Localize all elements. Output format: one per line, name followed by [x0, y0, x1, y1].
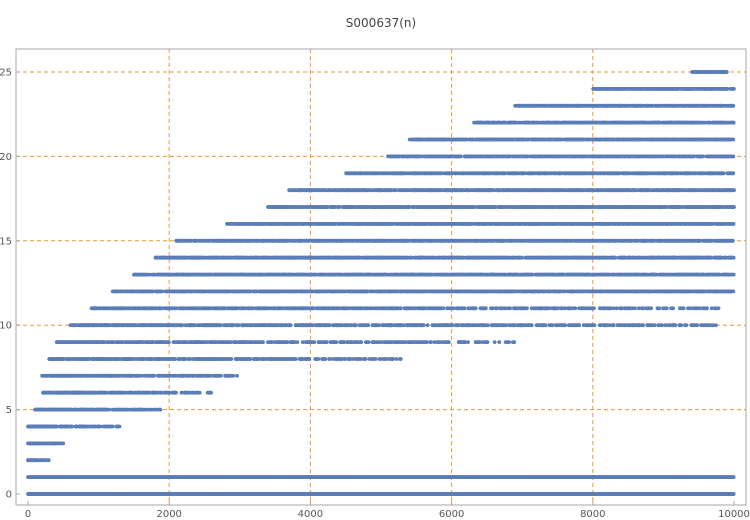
data-point	[429, 340, 433, 344]
data-point	[197, 390, 202, 395]
data-point	[492, 340, 497, 344]
data-point	[497, 340, 502, 344]
data-point	[466, 340, 470, 344]
data-point	[293, 357, 298, 361]
data-point	[323, 357, 328, 361]
data-point	[359, 340, 364, 344]
data-point	[312, 340, 317, 344]
chart-title: S000637(n)	[346, 16, 416, 30]
data-point	[425, 340, 429, 344]
data-point	[398, 357, 403, 361]
data-point	[248, 357, 253, 361]
data-point	[731, 492, 736, 496]
data-point	[229, 357, 234, 361]
data-point	[261, 340, 265, 344]
data-point	[46, 458, 51, 463]
data-point	[173, 357, 177, 361]
data-point	[447, 340, 451, 344]
data-point	[70, 424, 74, 429]
data-point	[167, 340, 171, 344]
data-point	[391, 357, 395, 361]
data-point	[219, 373, 223, 378]
data-point	[110, 424, 115, 429]
data-point	[363, 357, 368, 361]
data-point	[117, 424, 122, 429]
grid-lines	[16, 49, 746, 505]
data-point	[152, 373, 156, 378]
data-point	[512, 340, 517, 344]
data-point	[174, 390, 178, 395]
data-point	[158, 407, 163, 412]
data-point	[107, 407, 112, 412]
data-point	[209, 390, 214, 395]
data-point	[334, 340, 339, 344]
data-point	[394, 357, 399, 361]
data-point	[373, 357, 378, 361]
data-point	[731, 475, 736, 479]
data-point	[485, 340, 490, 344]
data-points	[26, 70, 736, 496]
data-point	[235, 373, 239, 378]
data-point	[325, 340, 329, 344]
data-point	[295, 340, 300, 344]
data-point	[61, 441, 66, 446]
data-point	[307, 357, 312, 361]
data-point	[507, 340, 511, 344]
data-point	[316, 357, 321, 361]
data-point	[366, 340, 371, 344]
data-point	[231, 373, 236, 378]
